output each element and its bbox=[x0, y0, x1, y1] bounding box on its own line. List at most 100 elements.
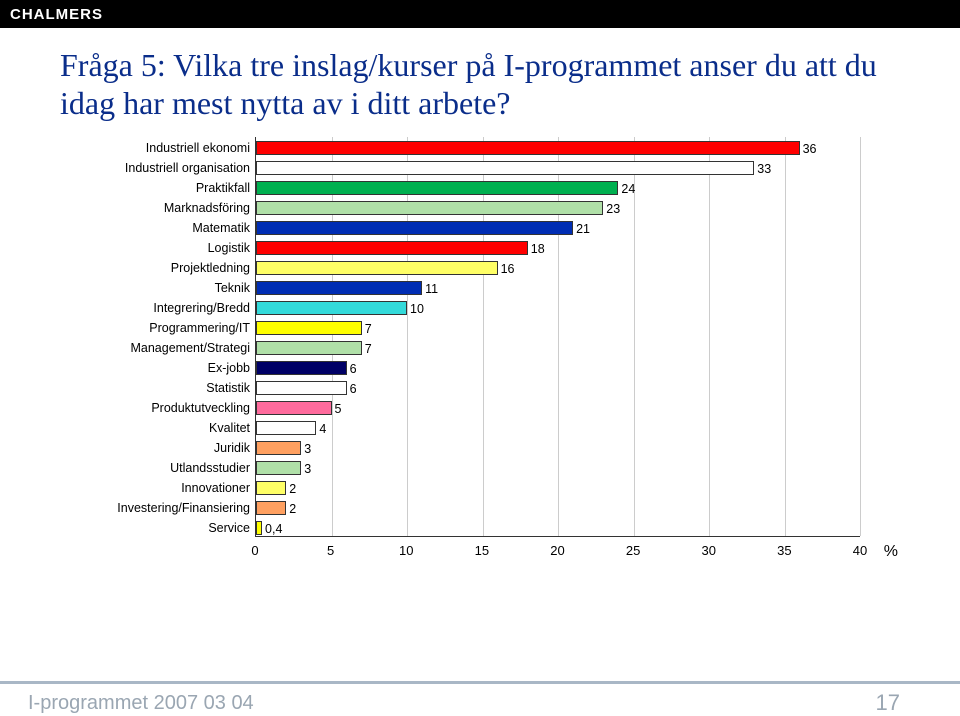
x-tick-label: 20 bbox=[550, 543, 564, 558]
category-label: Marknadsföring bbox=[164, 201, 250, 215]
x-tick-label: 30 bbox=[702, 543, 716, 558]
bar-row: Utlandsstudier3 bbox=[256, 461, 860, 475]
footer-text: I-programmet 2007 03 04 bbox=[28, 692, 254, 715]
value-label: 7 bbox=[365, 322, 372, 336]
bar-row: Juridik3 bbox=[256, 441, 860, 455]
value-label: 23 bbox=[606, 202, 620, 216]
value-label: 4 bbox=[319, 422, 326, 436]
bar: 4 bbox=[256, 421, 316, 435]
gridline bbox=[558, 137, 559, 536]
x-tick-label: 35 bbox=[777, 543, 791, 558]
bar-row: Ex-jobb6 bbox=[256, 361, 860, 375]
value-label: 11 bbox=[425, 282, 438, 296]
bar-row: Service0,4 bbox=[256, 521, 860, 535]
gridline bbox=[407, 137, 408, 536]
bar: 0,4 bbox=[256, 521, 262, 535]
value-label: 5 bbox=[335, 402, 342, 416]
x-tick-label: 0 bbox=[251, 543, 258, 558]
bar: 5 bbox=[256, 401, 332, 415]
gridline bbox=[785, 137, 786, 536]
header-bar: CHALMERS bbox=[0, 0, 960, 28]
bar: 6 bbox=[256, 361, 347, 375]
value-label: 6 bbox=[350, 362, 357, 376]
value-label: 10 bbox=[410, 302, 424, 316]
x-tick-label: 10 bbox=[399, 543, 413, 558]
bar: 23 bbox=[256, 201, 603, 215]
bar-row: Matematik21 bbox=[256, 221, 860, 235]
category-label: Statistik bbox=[206, 381, 250, 395]
bar: 10 bbox=[256, 301, 407, 315]
bar-row: Innovationer2 bbox=[256, 481, 860, 495]
value-label: 36 bbox=[803, 142, 817, 156]
page-number: 17 bbox=[876, 690, 900, 716]
bar: 6 bbox=[256, 381, 347, 395]
value-label: 3 bbox=[304, 462, 311, 476]
gridline bbox=[634, 137, 635, 536]
bar: 3 bbox=[256, 461, 301, 475]
x-axis: % 0510152025303540 bbox=[255, 537, 860, 561]
value-label: 6 bbox=[350, 382, 357, 396]
x-tick-label: 40 bbox=[853, 543, 867, 558]
value-label: 16 bbox=[501, 262, 515, 276]
x-tick-label: 25 bbox=[626, 543, 640, 558]
bar: 2 bbox=[256, 481, 286, 495]
gridline bbox=[709, 137, 710, 536]
gridline bbox=[332, 137, 333, 536]
bar: 21 bbox=[256, 221, 573, 235]
category-label: Integrering/Bredd bbox=[153, 301, 250, 315]
bar-row: Programmering/IT7 bbox=[256, 321, 860, 335]
bar: 24 bbox=[256, 181, 618, 195]
unit-label: % bbox=[884, 543, 898, 561]
category-label: Praktikfall bbox=[196, 181, 250, 195]
category-label: Matematik bbox=[192, 221, 250, 235]
bar-row: Praktikfall24 bbox=[256, 181, 860, 195]
bar-row: Produktutveckling5 bbox=[256, 401, 860, 415]
category-label: Teknik bbox=[215, 281, 250, 295]
bar-row: Teknik11 bbox=[256, 281, 860, 295]
bar: 3 bbox=[256, 441, 301, 455]
bar-row: Marknadsföring23 bbox=[256, 201, 860, 215]
chart: Industriell ekonomi36Industriell organis… bbox=[60, 137, 900, 577]
logo: CHALMERS bbox=[10, 6, 103, 23]
category-label: Service bbox=[208, 521, 250, 535]
gridline bbox=[483, 137, 484, 536]
x-tick-label: 5 bbox=[327, 543, 334, 558]
category-label: Juridik bbox=[214, 441, 250, 455]
value-label: 18 bbox=[531, 242, 545, 256]
category-label: Projektledning bbox=[171, 261, 250, 275]
category-label: Produktutveckling bbox=[151, 401, 250, 415]
bar-row: Statistik6 bbox=[256, 381, 860, 395]
category-label: Management/Strategi bbox=[130, 341, 250, 355]
category-label: Programmering/IT bbox=[149, 321, 250, 335]
value-label: 0,4 bbox=[265, 522, 282, 536]
x-tick-label: 15 bbox=[475, 543, 489, 558]
category-label: Industriell ekonomi bbox=[146, 141, 250, 155]
bar: 7 bbox=[256, 321, 362, 335]
bar: 36 bbox=[256, 141, 800, 155]
bar-row: Industriell organisation33 bbox=[256, 161, 860, 175]
chart-plot: Industriell ekonomi36Industriell organis… bbox=[255, 137, 860, 537]
bar-row: Logistik18 bbox=[256, 241, 860, 255]
bar: 33 bbox=[256, 161, 754, 175]
bar-row: Investering/Finansiering2 bbox=[256, 501, 860, 515]
bar-row: Kvalitet4 bbox=[256, 421, 860, 435]
gridline bbox=[860, 137, 861, 536]
bar: 18 bbox=[256, 241, 528, 255]
category-label: Logistik bbox=[208, 241, 250, 255]
bar: 7 bbox=[256, 341, 362, 355]
bar: 2 bbox=[256, 501, 286, 515]
category-label: Industriell organisation bbox=[125, 161, 250, 175]
category-label: Utlandsstudier bbox=[170, 461, 250, 475]
category-label: Kvalitet bbox=[209, 421, 250, 435]
value-label: 24 bbox=[621, 182, 635, 196]
bar-row: Integrering/Bredd10 bbox=[256, 301, 860, 315]
category-label: Innovationer bbox=[181, 481, 250, 495]
bar: 16 bbox=[256, 261, 498, 275]
value-label: 7 bbox=[365, 342, 372, 356]
value-label: 2 bbox=[289, 482, 296, 496]
page-title: Fråga 5: Vilka tre inslag/kurser på I-pr… bbox=[60, 46, 900, 123]
value-label: 2 bbox=[289, 502, 296, 516]
bar-row: Management/Strategi7 bbox=[256, 341, 860, 355]
value-label: 33 bbox=[757, 162, 771, 176]
bar: 11 bbox=[256, 281, 422, 295]
